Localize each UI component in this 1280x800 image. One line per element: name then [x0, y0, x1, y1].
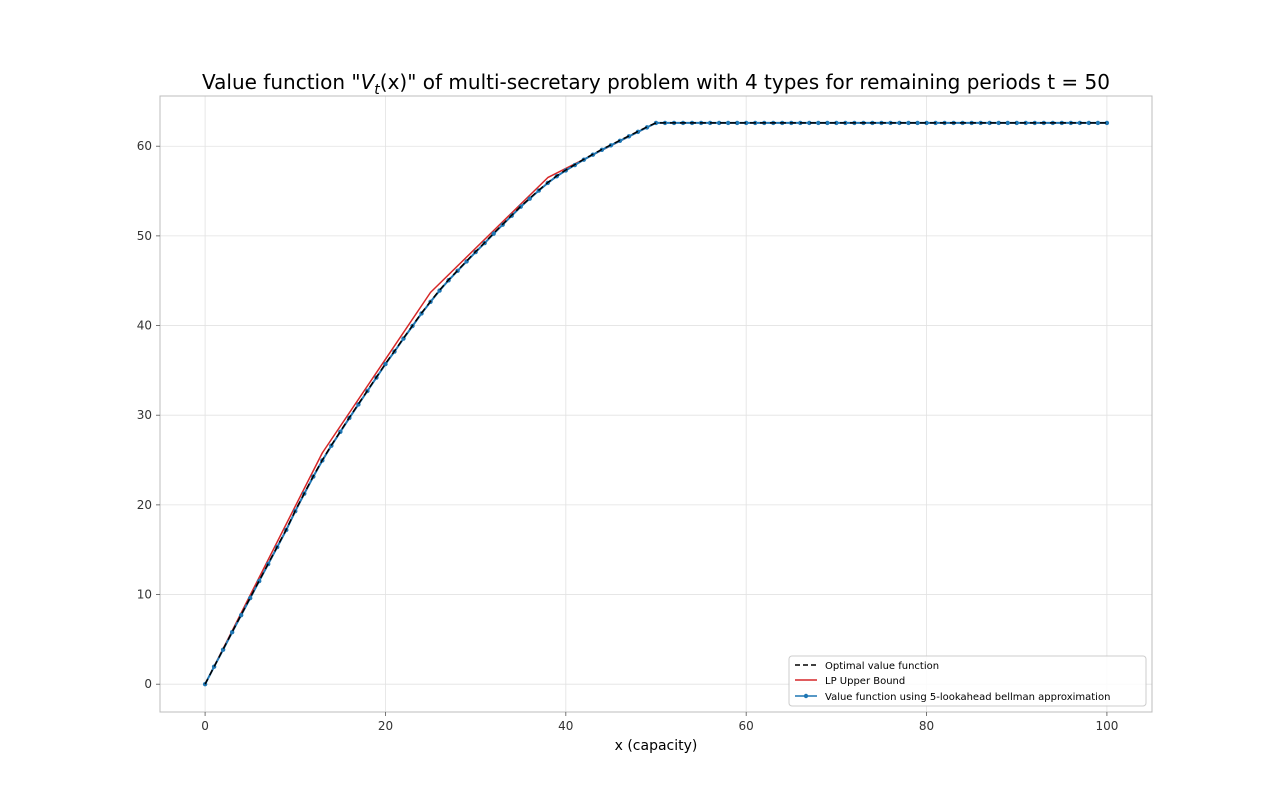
chart-title: Value function "Vt(x)" of multi-secretar… [202, 70, 1110, 98]
legend-label-lp: LP Upper Bound [825, 676, 905, 687]
series-line-lookahead [204, 121, 1107, 685]
data-point [825, 120, 830, 126]
y-tick-label: 60 [137, 139, 152, 153]
x-tick-label: 40 [558, 719, 573, 733]
data-point [734, 120, 740, 126]
data-point [527, 196, 532, 201]
data-point [1086, 120, 1092, 126]
legend-box [788, 655, 1147, 707]
data-point [924, 120, 929, 126]
x-tick-label: 0 [201, 719, 209, 733]
grid [160, 96, 1152, 712]
series-line-optimal [204, 122, 1107, 685]
y-tick-label: 50 [137, 229, 152, 243]
data-point [1005, 120, 1010, 126]
y-tick-label: 30 [137, 408, 152, 422]
data-point [238, 612, 244, 618]
data-point [816, 120, 821, 126]
x-tick-label: 100 [1095, 719, 1118, 733]
data-point [906, 120, 911, 126]
plot-frame [159, 95, 1153, 713]
data-point [1077, 120, 1083, 126]
data-point [996, 120, 1001, 126]
y-tick-label: 0 [144, 677, 152, 691]
series-line-lp [204, 122, 1107, 685]
data-point [716, 120, 722, 126]
x-tick-label: 20 [378, 719, 393, 733]
data-point [987, 120, 992, 126]
data-point [807, 120, 812, 126]
data-point [725, 120, 731, 126]
x-tick-label: 60 [739, 719, 754, 733]
legend: Optimal value function LP Upper Bound Va… [788, 655, 1147, 707]
legend-label-optimal: Optimal value function [825, 661, 939, 672]
x-axis-label: x (capacity) [615, 738, 698, 754]
x-tick-label: 80 [919, 719, 934, 733]
y-tick-label: 10 [137, 588, 152, 602]
data-point [743, 120, 749, 126]
y-tick-label: 40 [137, 319, 152, 333]
y-tick-label: 20 [137, 498, 152, 512]
data-point [1014, 120, 1019, 126]
data-point [383, 361, 388, 367]
data-point [834, 120, 839, 126]
legend-label-lookahead: Value function using 5-lookahead bellman… [825, 692, 1110, 703]
data-point [897, 120, 902, 126]
data-point [1095, 120, 1101, 126]
data-point [491, 231, 496, 236]
data-point [915, 120, 920, 126]
legend-marker-lookahead [803, 693, 809, 699]
series-layer [202, 120, 1110, 687]
tick-layer: 0 20 40 60 80 100 0 10 20 30 40 50 60 [137, 139, 1119, 733]
data-point [1104, 120, 1110, 126]
